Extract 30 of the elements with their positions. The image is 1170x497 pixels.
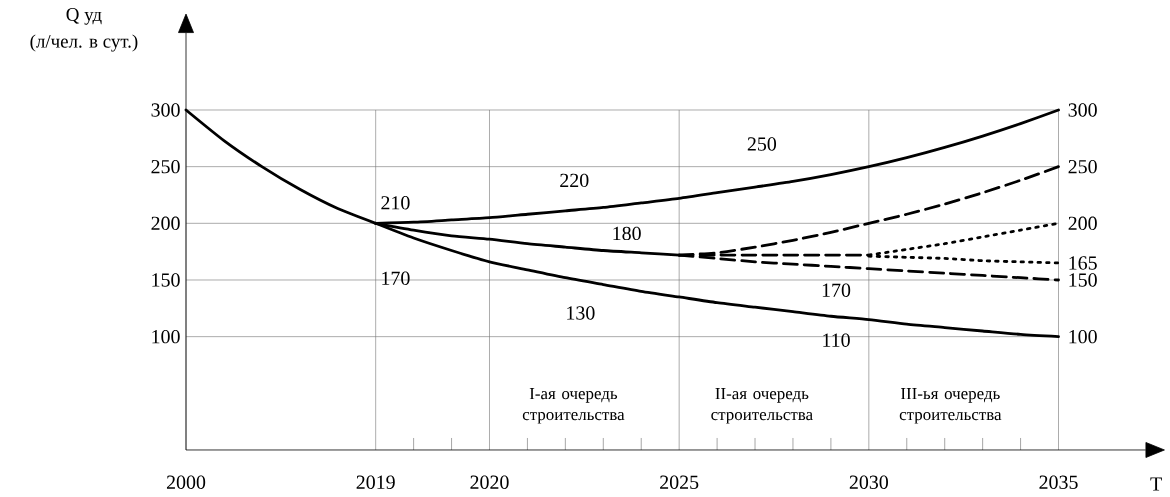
annotation: 200 bbox=[1068, 216, 1097, 231]
x-tick-label: 2035 bbox=[1039, 475, 1078, 489]
annotation: 100 bbox=[1069, 329, 1097, 344]
x-tick-label: 2020 bbox=[470, 475, 509, 489]
annotation: II-ая очередь строительства bbox=[711, 387, 813, 424]
x-tick-label: 2019 bbox=[356, 475, 395, 489]
y-tick-label: 150 bbox=[152, 273, 180, 287]
x-tick-label: 2030 bbox=[849, 475, 888, 489]
annotation: 300 bbox=[1068, 103, 1097, 117]
y-tick-label: 300 bbox=[151, 103, 180, 117]
y-tick-label: 100 bbox=[152, 329, 180, 344]
annotation: III-ья очередь строительства bbox=[899, 387, 1002, 424]
annotation: 130 bbox=[567, 306, 595, 320]
annotation: I-ая очередь строительства bbox=[522, 387, 625, 424]
annotation: 150 bbox=[1069, 273, 1097, 287]
y-axis-title: Q уд (л/чел. в сут.) bbox=[30, 8, 138, 52]
annotation: 170 bbox=[382, 271, 410, 285]
annotation: 180 bbox=[613, 226, 641, 241]
annotation: 220 bbox=[560, 173, 589, 188]
annotation: 110 bbox=[823, 333, 850, 347]
y-tick-label: 200 bbox=[151, 216, 180, 231]
x-axis-title: T bbox=[1150, 477, 1162, 491]
annotation: 250 bbox=[747, 137, 777, 151]
x-tick-label: 2000 bbox=[166, 475, 206, 489]
y-tick-label: 250 bbox=[151, 159, 180, 174]
annotation: 170 bbox=[822, 283, 851, 297]
annotation: 210 bbox=[381, 196, 410, 210]
annotation: 165 bbox=[1069, 256, 1097, 270]
x-tick-label: 2025 bbox=[660, 475, 699, 489]
annotation: 250 bbox=[1068, 159, 1097, 174]
